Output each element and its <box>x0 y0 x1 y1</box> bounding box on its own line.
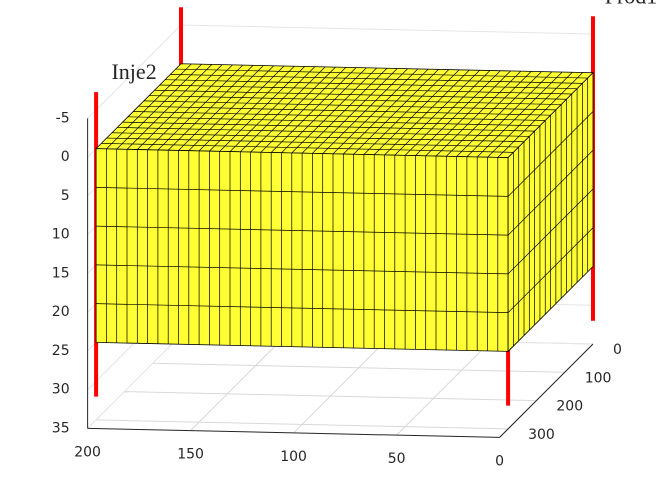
x-tick-label: 150 <box>177 447 204 463</box>
cell-line <box>507 227 594 313</box>
cell-line <box>143 100 556 111</box>
y-tick-label: 100 <box>585 370 612 386</box>
cell-line <box>122 121 535 132</box>
cell-line <box>96 225 509 236</box>
x-axis <box>87 427 500 438</box>
cell-line <box>106 137 519 148</box>
cell-line <box>149 95 562 105</box>
cell-line <box>133 111 546 121</box>
y-tick-label: 0 <box>613 342 622 358</box>
grid-line <box>124 391 537 402</box>
well-label: Prod1 <box>605 0 658 8</box>
z-tick-label: 0 <box>61 149 70 165</box>
cell-line <box>170 74 583 84</box>
cell-line <box>175 68 588 79</box>
grid-line <box>293 339 388 434</box>
z-tick-label: 10 <box>52 227 70 243</box>
z-tick-label: 20 <box>52 304 70 320</box>
cell-line <box>117 127 530 137</box>
x-tick-label: 200 <box>74 444 101 460</box>
cell-line <box>112 132 525 143</box>
y-tick-label: 300 <box>528 427 555 443</box>
cell-line <box>138 105 551 116</box>
grid-line <box>396 341 491 436</box>
x-tick-label: 100 <box>280 449 307 465</box>
z-tick-label: 30 <box>52 382 70 398</box>
z-tick-label: 25 <box>52 343 70 359</box>
grid-line <box>190 336 285 431</box>
z-tick-label: 35 <box>52 420 70 436</box>
grid-line <box>180 24 594 35</box>
cell-line <box>165 79 578 90</box>
z-tick-label: 5 <box>61 188 70 204</box>
x-tick-label: 50 <box>388 451 406 467</box>
grid-line <box>152 362 565 373</box>
cell-line <box>101 142 514 153</box>
grid-line <box>87 334 182 429</box>
z-tick-label: 15 <box>52 265 70 281</box>
y-axis <box>499 343 594 438</box>
y-tick-label: 200 <box>556 399 583 415</box>
grid-line <box>87 24 182 119</box>
cell-line <box>507 188 594 275</box>
cell-line <box>96 303 509 313</box>
cell-line <box>507 150 594 236</box>
well-label: Inje2 <box>111 59 156 84</box>
cell-line <box>159 84 572 95</box>
cell-line <box>507 111 594 197</box>
cell-line <box>96 187 509 197</box>
grid-line <box>96 419 509 430</box>
cell-line <box>96 264 509 275</box>
cell-line <box>127 116 540 127</box>
cell-line <box>154 89 567 100</box>
z-tick-label: -5 <box>56 110 70 126</box>
x-tick-label: 0 <box>495 453 504 469</box>
